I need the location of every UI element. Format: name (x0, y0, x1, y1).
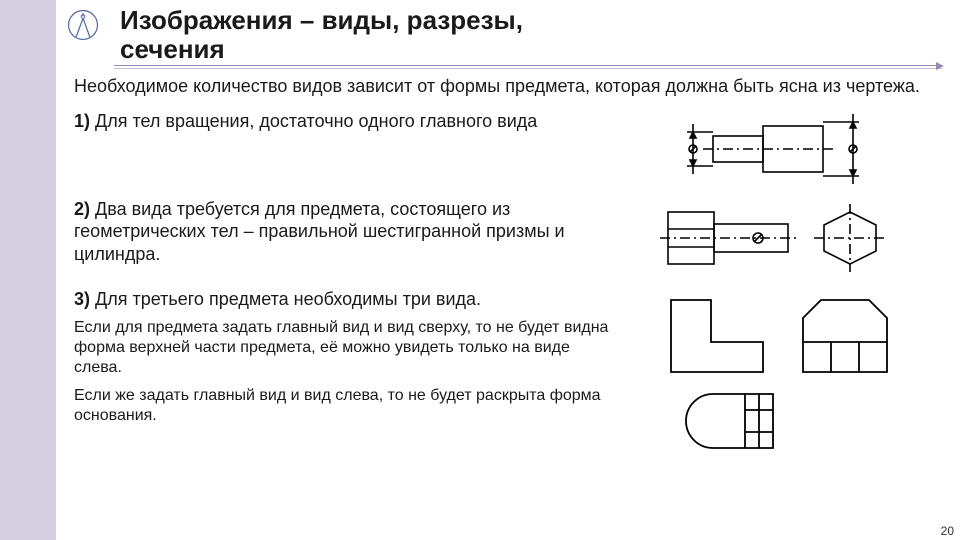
slide: Изображения – виды, разрезы, сечения Нео… (0, 0, 960, 540)
item-3-sub1: Если для предмета задать главный вид и в… (74, 318, 614, 378)
shaft-drawing-icon (663, 110, 893, 188)
item-1-row: 1) Для тел вращения, достаточно одного г… (74, 110, 942, 188)
item-2-text: 2) Два вида требуется для предмета, сост… (74, 198, 614, 266)
item-2-body: Два вида требуется для предмета, состоящ… (74, 199, 565, 264)
item-3-text: 3) Для третьего предмета необходимы три … (74, 288, 614, 311)
item-3-row: 3) Для третьего предмета необходимы три … (74, 288, 942, 456)
item-1-number: 1) (74, 111, 90, 131)
hex-cylinder-drawing-icon (648, 198, 908, 278)
figure-1 (614, 110, 942, 188)
figure-2 (614, 198, 942, 278)
title-block: Изображения – виды, разрезы, сечения (120, 6, 942, 71)
base-top-view-icon (653, 386, 903, 456)
title-underline (114, 65, 942, 71)
intro-text: Необходимое количество видов зависит от … (74, 75, 942, 98)
title-line-2: сечения (120, 34, 225, 64)
page-number: 20 (941, 524, 954, 538)
bracket-views-icon (653, 288, 903, 378)
item-1-text: 1) Для тел вращения, достаточно одного г… (74, 110, 614, 133)
content-area: Изображения – виды, разрезы, сечения Нео… (56, 0, 960, 540)
item-3-number: 3) (74, 289, 90, 309)
sidebar-decoration (0, 0, 56, 540)
item-3-body: Для третьего предмета необходимы три вид… (90, 289, 481, 309)
item-2-number: 2) (74, 199, 90, 219)
item-3-sub2: Если же задать главный вид и вид слева, … (74, 386, 614, 426)
item-1-body: Для тел вращения, достаточно одного глав… (90, 111, 537, 131)
item-2-row: 2) Два вида требуется для предмета, сост… (74, 198, 942, 278)
figure-3-group (614, 288, 942, 456)
title-line-1: Изображения – виды, разрезы, (120, 5, 523, 35)
